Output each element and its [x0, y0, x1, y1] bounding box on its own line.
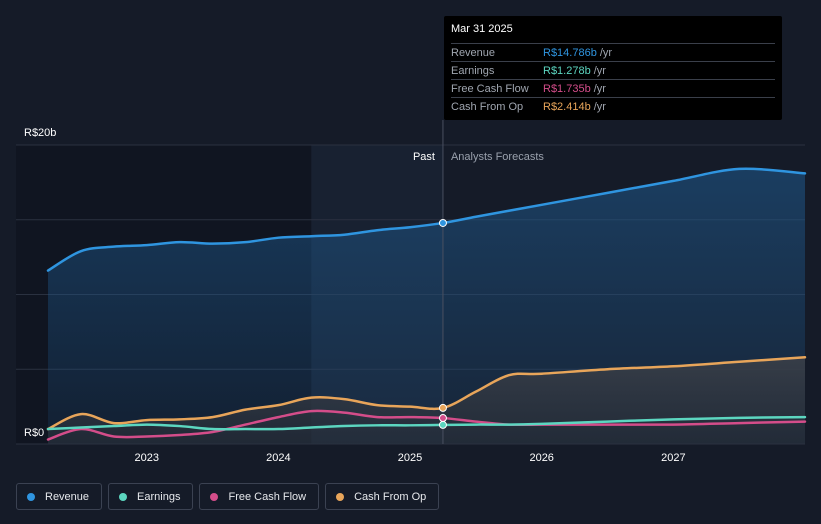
- tooltip-value: R$2.414b: [543, 100, 591, 113]
- legend-label: Earnings: [137, 490, 181, 503]
- marker-earnings: [438, 420, 447, 429]
- legend-dot-icon: [210, 492, 219, 501]
- legend-item-free-cash-flow[interactable]: Free Cash Flow: [199, 483, 320, 510]
- past-label: Past: [413, 151, 435, 163]
- legend-dot-icon: [336, 492, 345, 501]
- x-tick-label: 2026: [529, 452, 553, 464]
- tooltip-value: R$14.786b: [543, 46, 597, 59]
- tooltip: Mar 31 2025 Revenue R$14.786b /yr Earnin…: [444, 16, 782, 120]
- y-axis-bottom-label: R$0: [24, 427, 44, 439]
- series-line-free-cash-flow: [46, 409, 807, 441]
- tooltip-unit: /yr: [593, 64, 606, 77]
- series-line-revenue: [46, 167, 807, 272]
- tooltip-row-free-cash-flow: Free Cash Flow R$1.735b /yr: [451, 79, 775, 97]
- tooltip-label: Revenue: [451, 46, 496, 59]
- series-line-cash-from-op: [46, 356, 807, 431]
- y-axis-top-label: R$20b: [24, 127, 56, 139]
- legend: Revenue Earnings Free Cash Flow Cash Fro…: [16, 483, 440, 510]
- tooltip-row-revenue: Revenue R$14.786b /yr: [451, 43, 775, 61]
- tooltip-unit: /yr: [599, 46, 613, 59]
- tooltip-row-earnings: Earnings R$1.278b /yr: [451, 61, 775, 79]
- x-tick-label: 2024: [266, 452, 290, 464]
- legend-label: Revenue: [45, 490, 90, 503]
- tooltip-unit: /yr: [593, 100, 606, 113]
- tooltip-label: Free Cash Flow: [451, 82, 529, 95]
- tooltip-label: Earnings: [451, 64, 495, 77]
- tooltip-date: Mar 31 2025: [451, 23, 513, 35]
- legend-dot-icon: [27, 492, 35, 501]
- legend-dot-icon: [119, 492, 128, 501]
- marker-free-cash-flow: [438, 414, 447, 423]
- x-tick-label: 2025: [398, 452, 422, 464]
- legend-item-revenue[interactable]: Revenue: [16, 483, 103, 510]
- legend-label: Cash From Op: [354, 490, 427, 503]
- legend-label: Free Cash Flow: [228, 490, 307, 503]
- forecast-label: Analysts Forecasts: [451, 151, 544, 163]
- legend-item-earnings[interactable]: Earnings: [108, 483, 194, 510]
- tooltip-value: R$1.278b: [543, 64, 591, 77]
- tooltip-label: Cash From Op: [451, 100, 524, 113]
- tooltip-row-cash-from-op: Cash From Op R$2.414b /yr: [451, 97, 775, 115]
- x-axis-ticks: 2023 2024 2025 2026 2027: [134, 452, 685, 464]
- series-lines: [46, 167, 807, 441]
- marker-revenue: [438, 218, 447, 227]
- hover-markers: [438, 218, 447, 429]
- tooltip-value: R$1.735b: [543, 82, 591, 95]
- legend-item-cash-from-op[interactable]: Cash From Op: [325, 483, 440, 510]
- series-line-earnings: [46, 415, 807, 431]
- marker-cash-from-op: [438, 403, 447, 412]
- x-tick-label: 2027: [661, 452, 685, 464]
- tooltip-unit: /yr: [593, 82, 606, 95]
- x-tick-label: 2023: [134, 452, 158, 464]
